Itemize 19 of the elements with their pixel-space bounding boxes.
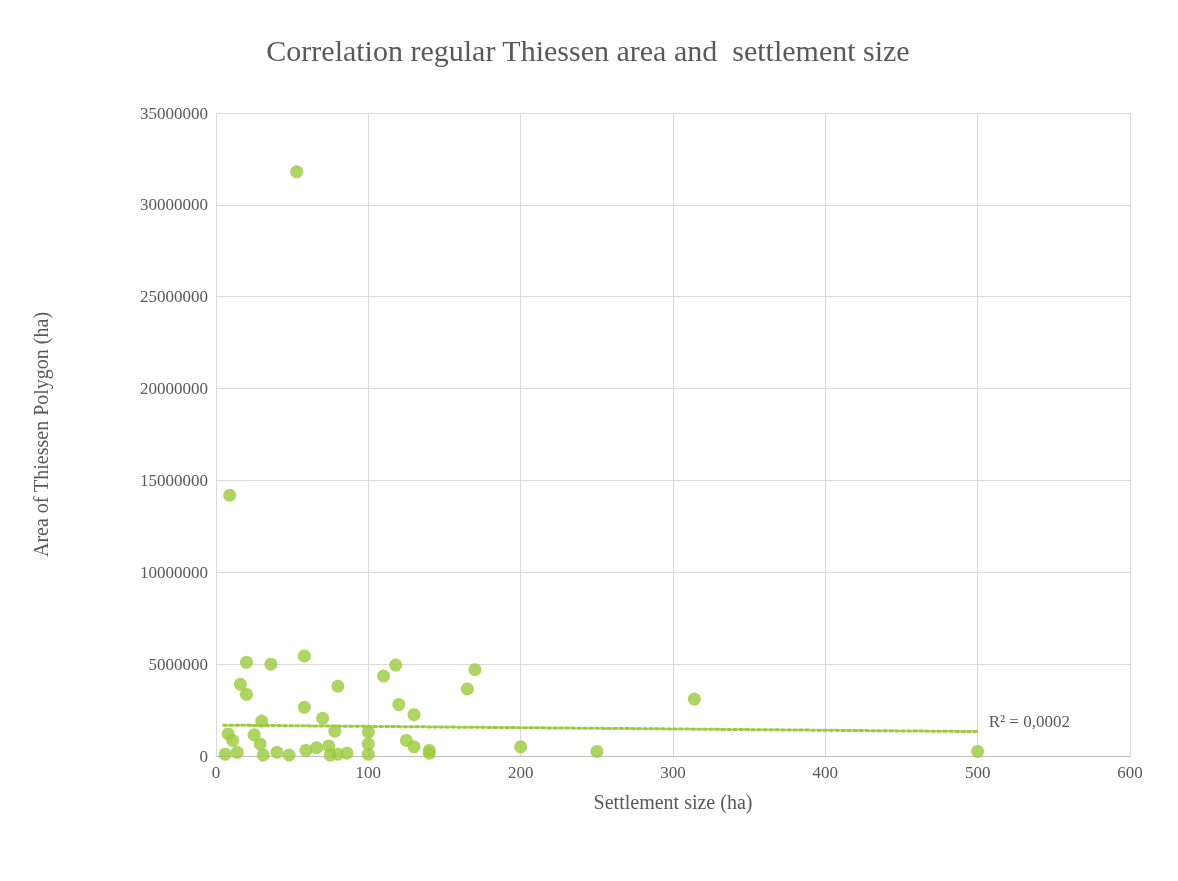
x-tick-label: 300 [660, 763, 686, 782]
x-tick-label: 0 [211, 763, 221, 782]
x-tick-label: 100 [355, 763, 382, 782]
x-tick-label: 500 [964, 763, 991, 782]
y-tick-label: 15000000 [140, 470, 208, 490]
y-tick-label: 25000000 [140, 287, 208, 307]
y-tick-label: 20000000 [140, 379, 208, 399]
x-tick-label: 600 [1117, 763, 1143, 782]
x-axis-title: Settlement size (ha) [593, 791, 753, 814]
annotation: R² = 0,0002 [988, 712, 1070, 732]
x-tick-label: 400 [812, 763, 839, 782]
y-tick-label: 30000000 [140, 195, 208, 215]
x-tick-label: 200 [507, 763, 534, 782]
y-axis-title: Area of Thiessen Polygon (ha) [30, 311, 53, 558]
y-tick-label: 35000000 [140, 103, 208, 123]
y-tick-label: 0 [199, 746, 208, 766]
y-tick-label: 10000000 [140, 562, 208, 582]
y-tick-label: 5000000 [148, 654, 208, 674]
chart-title: Correlation regular Thiessen area and settlement size [266, 33, 910, 67]
